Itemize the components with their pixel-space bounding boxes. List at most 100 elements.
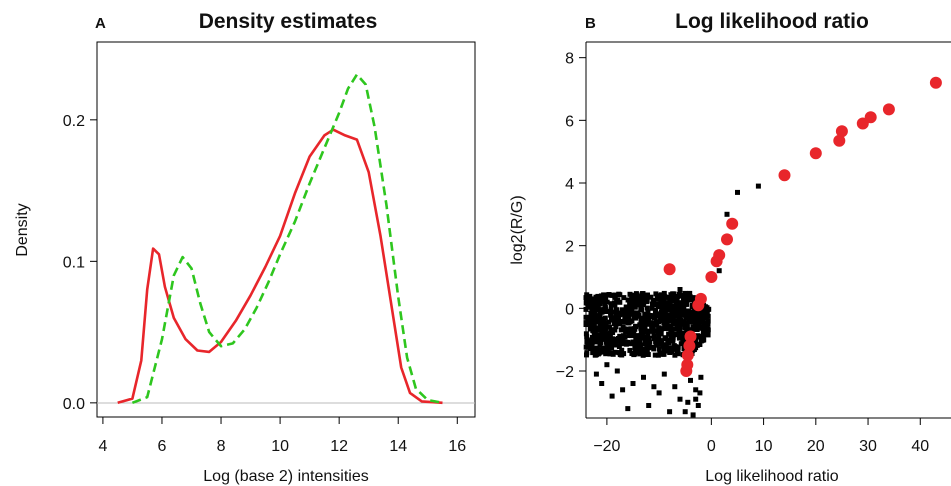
panel-b-black-points [583, 183, 761, 418]
black-point [681, 293, 687, 299]
black-point [641, 374, 646, 380]
black-point [672, 310, 678, 315]
black-point [599, 347, 605, 353]
black-point [665, 348, 671, 354]
black-point [705, 313, 711, 319]
red-point [882, 103, 895, 116]
black-point [626, 333, 632, 338]
black-point [641, 334, 647, 340]
panel-b-x-axis-label: Log likelihood ratio [705, 468, 839, 485]
black-point [653, 309, 658, 314]
black-point [584, 350, 590, 356]
black-point [639, 321, 645, 327]
black-point [670, 303, 676, 309]
black-point [700, 337, 706, 343]
black-point [591, 323, 597, 329]
panel-b-red-points [663, 76, 942, 377]
black-point [663, 342, 669, 348]
panel-a-title: Density estimates [199, 10, 378, 33]
density-line-2 [131, 73, 443, 405]
black-point [699, 333, 705, 339]
x-tick-label: 20 [807, 438, 825, 455]
black-point [651, 346, 657, 352]
black-point [673, 344, 679, 350]
y-tick-label: 0.0 [63, 396, 85, 413]
black-point [661, 290, 667, 296]
black-point [644, 305, 650, 311]
black-point [660, 326, 666, 332]
black-point [625, 297, 631, 303]
black-point [630, 381, 636, 386]
black-point [601, 292, 607, 298]
black-point [699, 325, 705, 331]
black-point [620, 333, 626, 339]
black-point [650, 321, 656, 327]
black-point [676, 301, 682, 307]
panel-b-y-axis: −2 0 2 4 6 8 [556, 51, 586, 381]
panel-b-title: Log likelihood ratio [675, 10, 869, 33]
black-point [588, 311, 594, 316]
black-point [686, 318, 692, 324]
black-point [632, 292, 638, 298]
black-point [613, 342, 619, 348]
red-point [864, 111, 877, 124]
black-point [591, 328, 597, 334]
y-tick-label: 8 [565, 51, 574, 68]
black-point [651, 333, 657, 339]
black-point [674, 298, 680, 304]
black-point [674, 332, 680, 338]
black-point [655, 337, 661, 343]
black-point [603, 325, 609, 331]
x-tick-label: 0 [707, 438, 716, 455]
black-point [584, 297, 590, 303]
y-tick-label: 0.2 [63, 113, 85, 130]
black-point [597, 326, 603, 332]
black-point [636, 295, 642, 301]
black-point [656, 390, 662, 396]
x-tick-label: 30 [859, 438, 877, 455]
black-point [599, 381, 605, 386]
black-point [645, 309, 651, 315]
black-point [697, 390, 703, 396]
black-point [659, 317, 665, 323]
black-point [693, 396, 699, 402]
black-point [670, 295, 676, 301]
black-point [637, 302, 643, 308]
black-point [663, 304, 669, 310]
black-point [680, 338, 686, 344]
black-point [587, 321, 593, 327]
y-tick-label: 2 [565, 239, 574, 256]
black-point [675, 351, 681, 357]
black-point [647, 320, 653, 326]
panel-a-density-estimates: A Density estimates 4 6 8 10 12 14 16 0.00.10.… [14, 10, 476, 485]
y-tick-label: 0 [565, 301, 574, 318]
black-point [682, 299, 688, 305]
black-point [668, 333, 674, 339]
black-point [686, 309, 691, 315]
black-point [616, 291, 622, 297]
panel-a-y-axis: 0.0 0.1 0.2 [63, 113, 97, 413]
black-point [584, 344, 590, 350]
black-point [689, 302, 695, 308]
black-point [629, 351, 635, 356]
black-point [648, 294, 654, 300]
black-point [592, 314, 598, 320]
black-point [629, 318, 635, 324]
black-point [597, 312, 603, 318]
panel-b-y-axis-label: log2(R/G) [509, 195, 526, 264]
x-tick-label: 6 [158, 438, 167, 455]
black-point [623, 329, 629, 335]
black-point [592, 352, 598, 358]
black-point [647, 313, 653, 318]
x-tick-label: 10 [755, 438, 773, 455]
black-point [598, 307, 604, 313]
panel-a-series-group [117, 73, 443, 405]
black-point [653, 319, 659, 325]
black-point [674, 294, 680, 300]
x-tick-label: 8 [217, 438, 226, 455]
black-point [659, 294, 665, 300]
black-point [588, 296, 594, 302]
y-tick-label: 0.1 [63, 254, 85, 271]
black-point [584, 292, 590, 298]
black-point [605, 338, 611, 344]
